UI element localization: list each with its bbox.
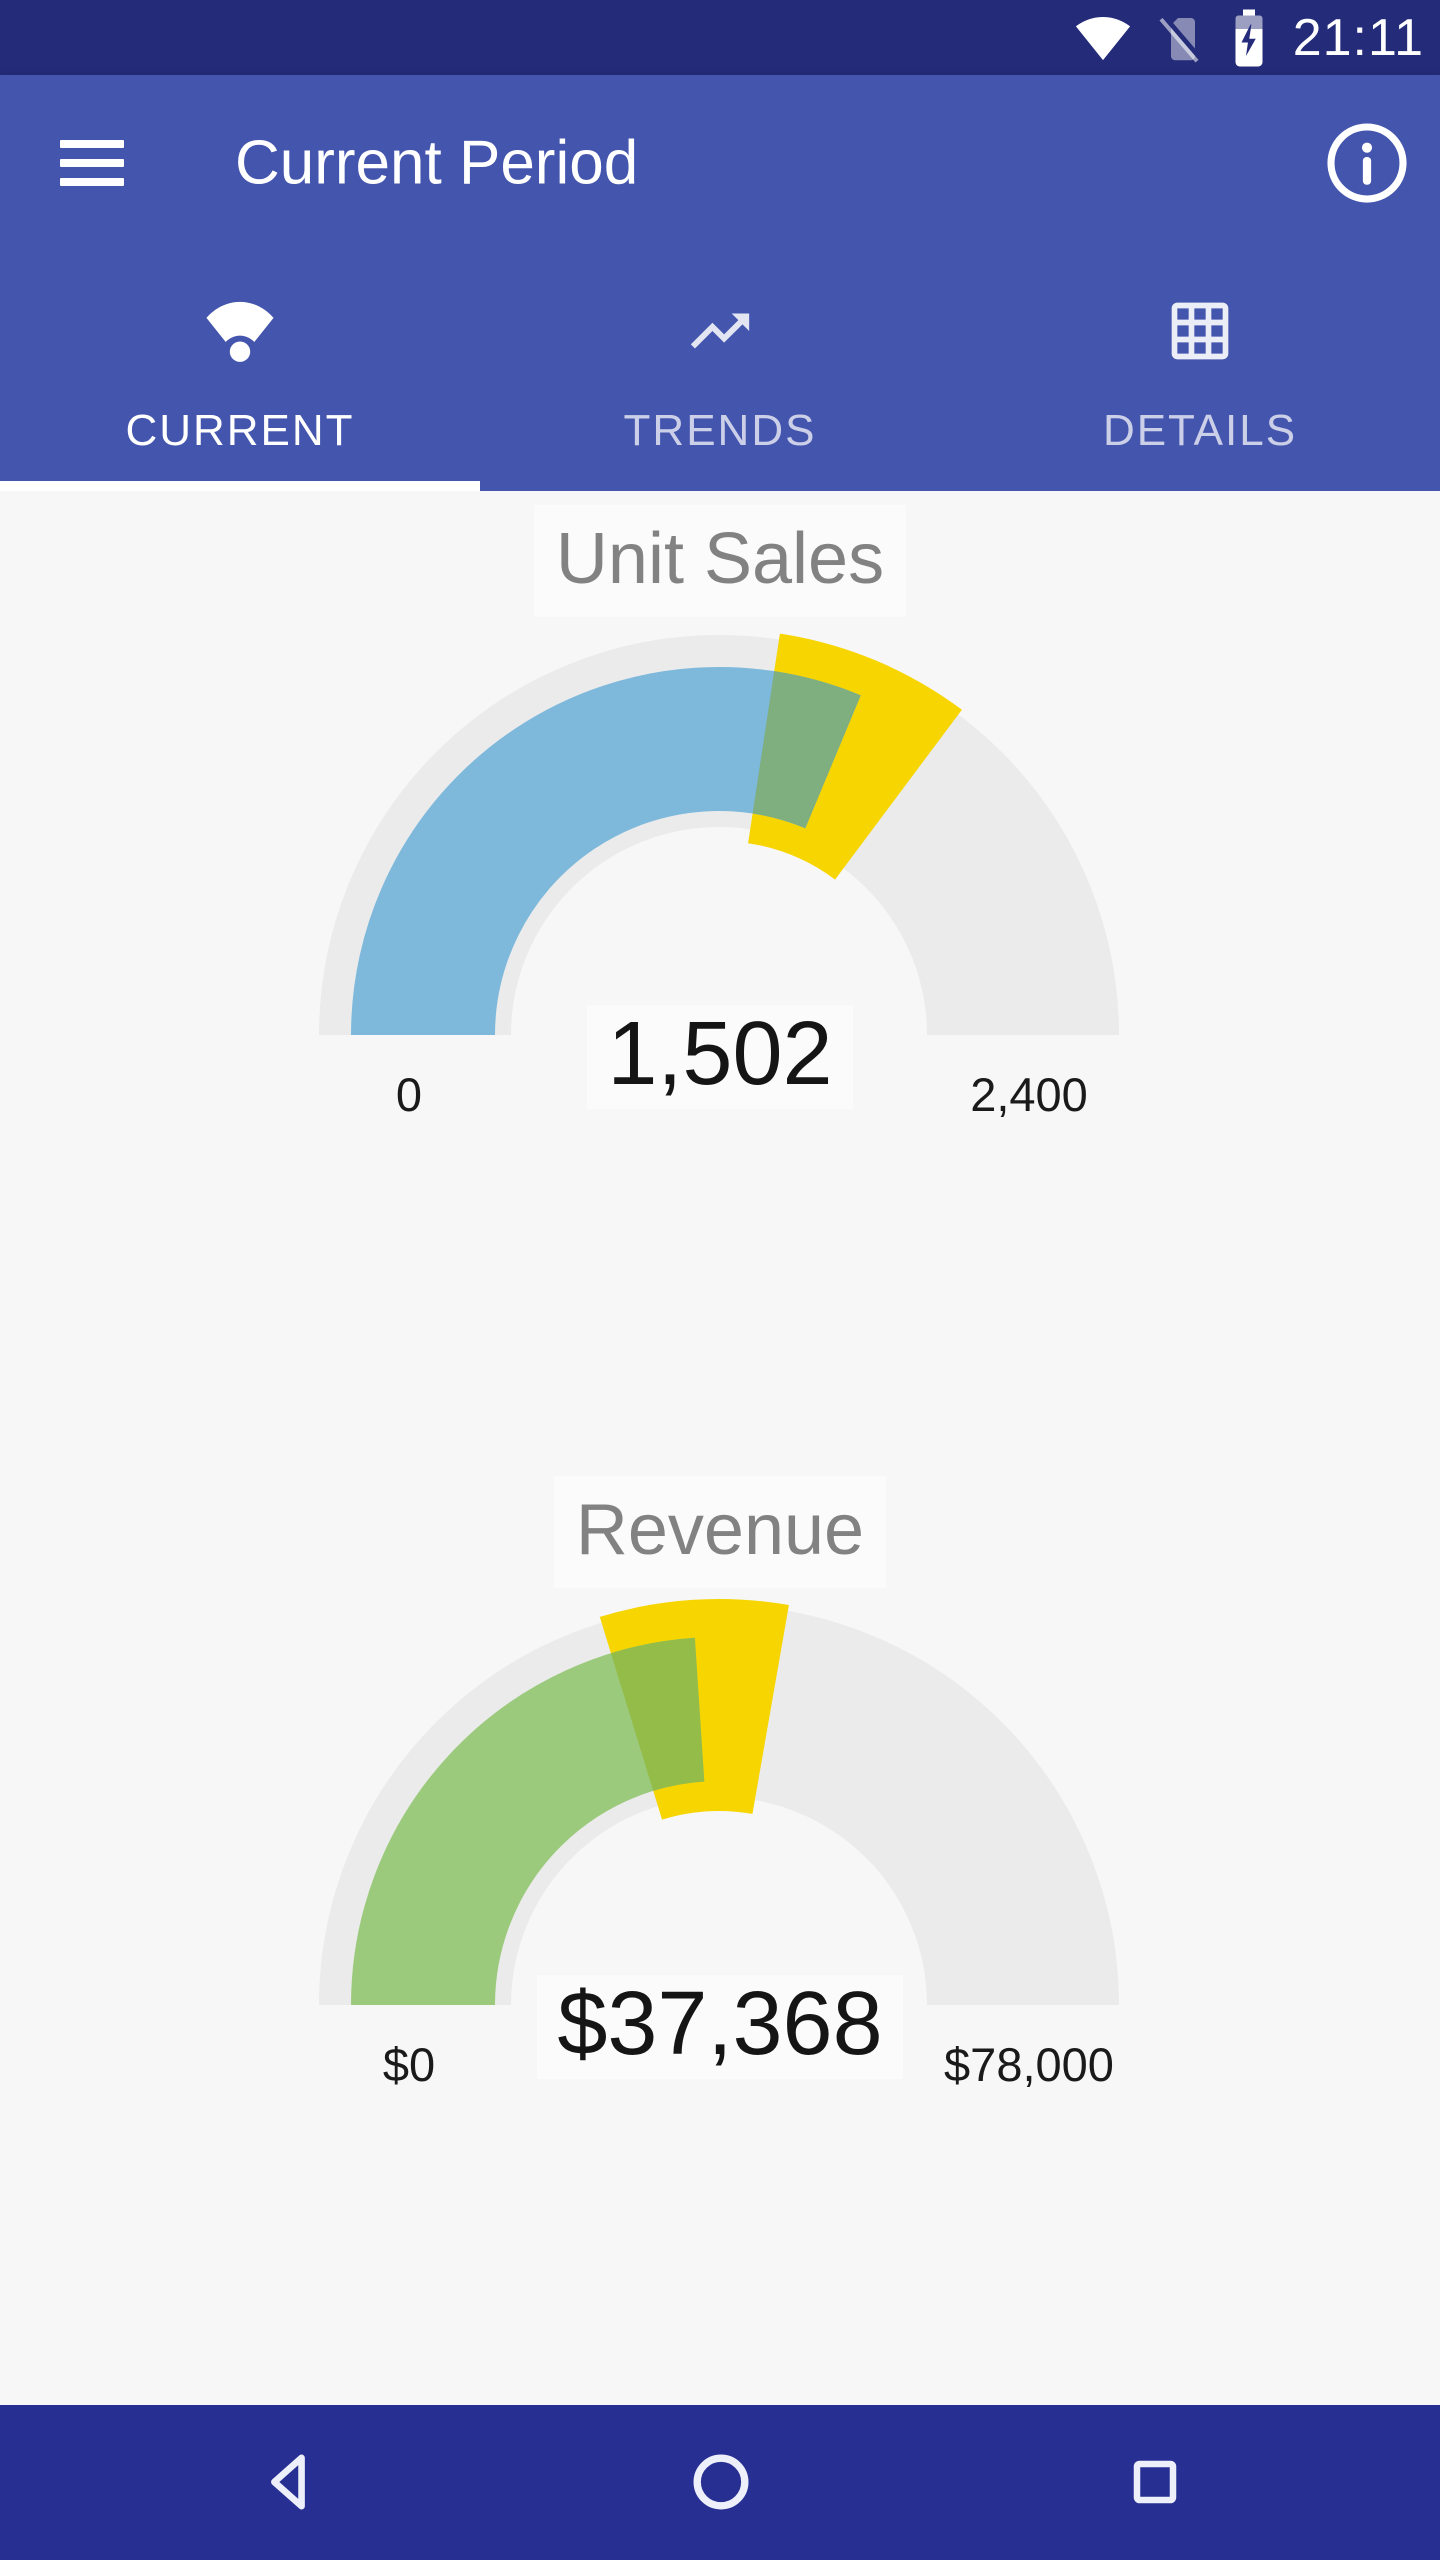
trending-up-icon: [685, 295, 755, 367]
no-sim-icon: [1159, 13, 1202, 63]
home-icon[interactable]: [681, 2442, 761, 2522]
gauge-value-unit-sales: 1,502: [0, 1005, 1440, 1109]
wifi-icon: [1075, 16, 1130, 60]
battery-charging-icon: [1235, 9, 1263, 66]
tab-label-trends: TRENDS: [623, 406, 817, 455]
back-icon[interactable]: [250, 2442, 330, 2522]
tab-trends[interactable]: TRENDS: [480, 251, 960, 491]
tab-details[interactable]: DETAILS: [960, 251, 1440, 491]
wifi-signal-icon: [205, 295, 275, 367]
toolbar: Current Period: [0, 75, 1440, 251]
gauge-title-unit-sales: Unit Sales: [0, 505, 1440, 617]
tab-label-details: DETAILS: [1102, 406, 1298, 455]
info-icon[interactable]: [1322, 118, 1412, 208]
unit-sales-gauge: [319, 633, 1119, 1037]
gauge-title-revenue: Revenue: [0, 1476, 1440, 1588]
recents-icon[interactable]: [1115, 2442, 1195, 2522]
status-bar: 21:11: [0, 0, 1440, 75]
tab-label-current: CURRENT: [125, 406, 355, 455]
gauge-min-label: 0: [395, 1068, 423, 1121]
gauge-min-label: $0: [382, 2038, 436, 2091]
revenue-gauge: [319, 1599, 1119, 2007]
gauge-value-revenue: $37,368: [0, 1975, 1440, 2079]
page-title: Current Period: [235, 128, 639, 198]
tab-bar: CURRENT TRENDS DETAILS: [0, 251, 1440, 491]
gauge-max-label: 2,400: [970, 1068, 1088, 1121]
grid-icon: [1166, 295, 1234, 367]
app-bar: Current Period CURRENT: [0, 75, 1440, 491]
gauge-max-label: $78,000: [944, 2038, 1114, 2091]
tab-indicator: [0, 481, 480, 491]
tab-current[interactable]: CURRENT: [0, 251, 480, 491]
content: Unit Sales 1,502 0 2,400 Revenue $37,368…: [0, 491, 1440, 2405]
navigation-bar: [0, 2405, 1440, 2560]
status-time: 21:11: [1292, 8, 1424, 67]
hamburger-menu-icon[interactable]: [60, 140, 124, 186]
